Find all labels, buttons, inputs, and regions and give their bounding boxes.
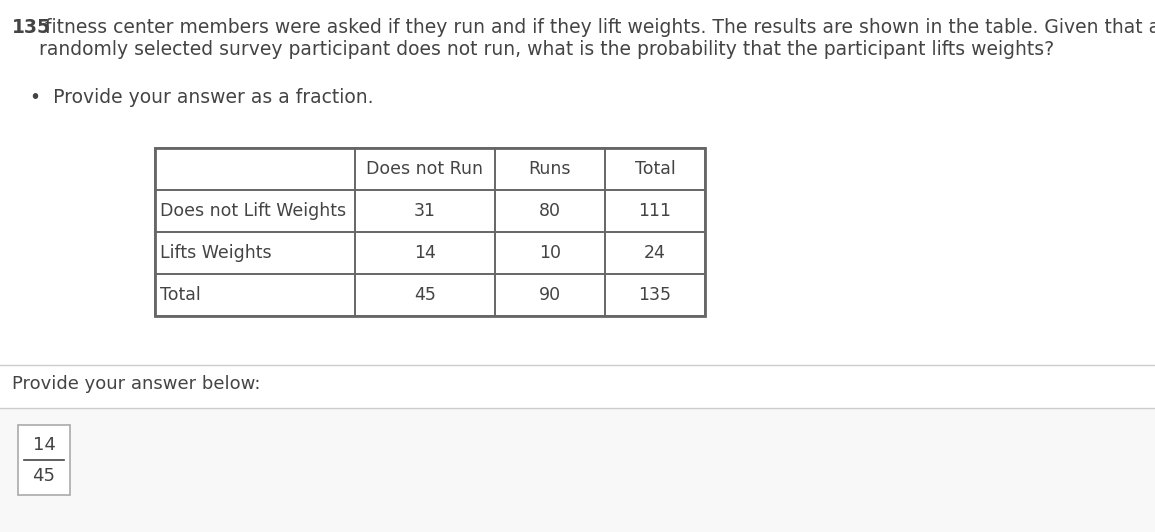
Text: 90: 90	[539, 286, 561, 304]
Text: Does not Run: Does not Run	[366, 160, 484, 178]
Bar	[155, 148, 705, 316]
Text: Provide your answer below:: Provide your answer below:	[12, 375, 261, 393]
Bar	[355, 232, 495, 274]
Text: 111: 111	[639, 202, 671, 220]
Text: 45: 45	[32, 467, 55, 485]
Text: Total: Total	[161, 286, 201, 304]
Bar	[155, 232, 355, 274]
Bar	[605, 232, 705, 274]
Text: Does not Lift Weights: Does not Lift Weights	[161, 202, 346, 220]
Bar	[155, 148, 355, 190]
Text: Lifts Weights: Lifts Weights	[161, 244, 271, 262]
Text: 45: 45	[413, 286, 435, 304]
Bar	[495, 232, 605, 274]
Text: 24: 24	[644, 244, 666, 262]
Text: 14: 14	[413, 244, 435, 262]
Bar	[495, 274, 605, 316]
Text: 10: 10	[539, 244, 561, 262]
Text: •  Provide your answer as a fraction.: • Provide your answer as a fraction.	[30, 88, 373, 107]
Text: fitness center members were asked if they run and if they lift weights. The resu: fitness center members were asked if the…	[39, 18, 1155, 59]
Bar	[495, 190, 605, 232]
Bar	[18, 425, 70, 495]
Text: 135: 135	[12, 18, 51, 37]
Bar	[355, 148, 495, 190]
Bar	[0, 408, 1155, 532]
Bar	[605, 190, 705, 232]
Text: 135: 135	[639, 286, 671, 304]
Bar	[605, 274, 705, 316]
Bar	[355, 274, 495, 316]
Bar	[605, 148, 705, 190]
Bar	[155, 190, 355, 232]
Text: Total: Total	[634, 160, 676, 178]
Bar	[155, 274, 355, 316]
Text: 31: 31	[413, 202, 435, 220]
Bar	[495, 148, 605, 190]
Text: 80: 80	[539, 202, 561, 220]
Text: 14: 14	[32, 436, 55, 454]
Text: Runs: Runs	[529, 160, 572, 178]
Bar	[355, 190, 495, 232]
